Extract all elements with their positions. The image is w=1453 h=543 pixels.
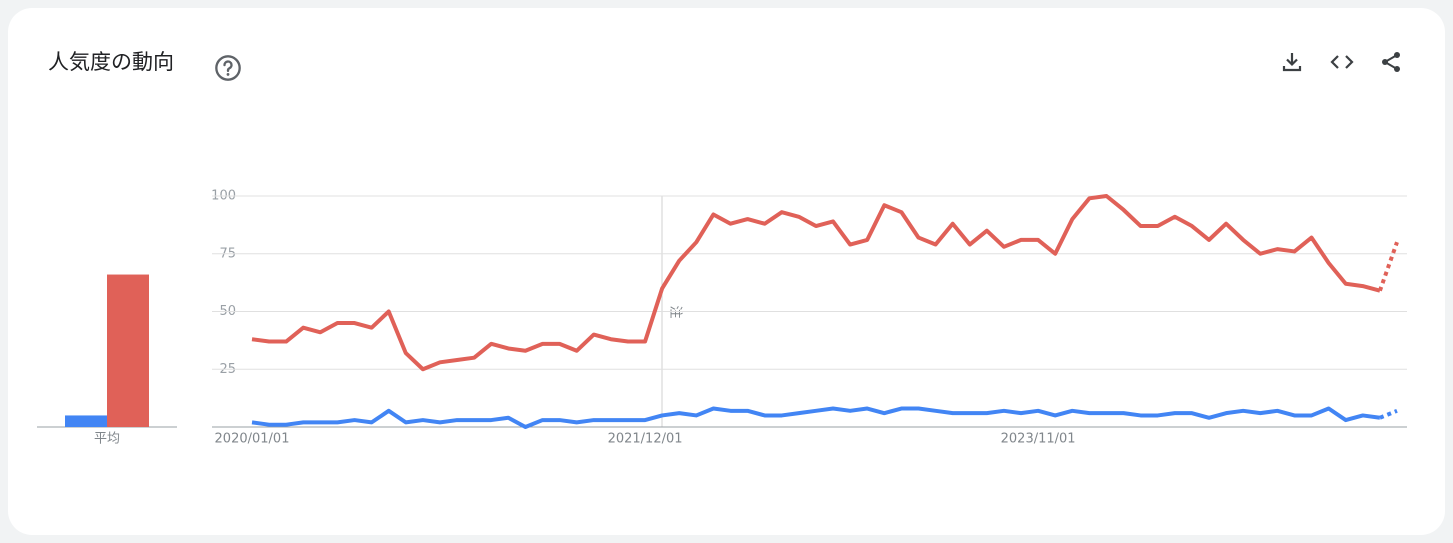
download-icon[interactable] — [1280, 50, 1304, 74]
bar — [65, 415, 107, 427]
series-line — [251, 194, 1381, 372]
x-tick-label: 2023/11/01 — [1001, 432, 1076, 447]
x-tick-label: 2021/12/01 — [608, 432, 683, 447]
embed-icon[interactable] — [1329, 50, 1355, 74]
series-line — [251, 406, 1381, 429]
x-tick-label: 平均 — [94, 432, 120, 447]
partial-segment — [1378, 241, 1399, 292]
bar — [107, 274, 149, 427]
x-tick-label: 2020/01/01 — [215, 432, 290, 447]
help-icon[interactable] — [214, 54, 242, 82]
partial-segment — [1379, 408, 1398, 420]
card: 人気度の動向 — [8, 8, 1445, 535]
title: 人気度の動向 — [48, 50, 174, 74]
share-icon[interactable] — [1379, 50, 1403, 74]
